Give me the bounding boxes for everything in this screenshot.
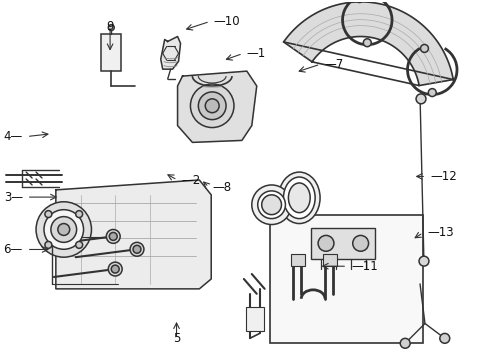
Circle shape (416, 94, 426, 104)
Circle shape (258, 191, 286, 219)
Ellipse shape (283, 177, 315, 219)
Text: 5: 5 (173, 332, 180, 345)
Circle shape (356, 0, 364, 3)
Circle shape (130, 242, 144, 256)
Circle shape (205, 99, 219, 113)
Text: 9: 9 (106, 19, 114, 33)
Polygon shape (284, 2, 453, 86)
Polygon shape (161, 36, 180, 69)
Circle shape (111, 265, 119, 273)
Text: 4—: 4— (3, 130, 23, 143)
Circle shape (108, 24, 114, 31)
Circle shape (262, 195, 281, 215)
Circle shape (420, 45, 428, 53)
Circle shape (419, 256, 429, 266)
Polygon shape (177, 71, 257, 143)
Circle shape (440, 333, 450, 343)
Text: 6—: 6— (3, 243, 23, 256)
Circle shape (318, 235, 334, 251)
Circle shape (108, 262, 122, 276)
Circle shape (75, 242, 83, 248)
Circle shape (133, 245, 141, 253)
Ellipse shape (278, 172, 320, 224)
Text: —8: —8 (213, 181, 232, 194)
Circle shape (51, 217, 76, 242)
Text: —7: —7 (324, 58, 343, 71)
Text: —10: —10 (214, 15, 241, 28)
Ellipse shape (289, 183, 310, 213)
Bar (311, 228, 375, 259)
Text: 3—: 3— (4, 190, 23, 204)
Bar (101, 33, 121, 71)
Text: —1: —1 (247, 47, 266, 60)
Circle shape (353, 235, 368, 251)
Circle shape (75, 211, 83, 217)
Text: —12: —12 (430, 170, 457, 183)
Circle shape (45, 211, 52, 217)
Polygon shape (56, 180, 211, 289)
Circle shape (44, 210, 84, 249)
Text: —11: —11 (351, 260, 378, 273)
Circle shape (45, 242, 52, 248)
Circle shape (106, 229, 120, 243)
Circle shape (364, 39, 371, 47)
Bar (270, 215, 423, 343)
Circle shape (191, 84, 234, 127)
Text: —13: —13 (427, 226, 454, 239)
Circle shape (400, 338, 410, 348)
Circle shape (428, 89, 436, 96)
Circle shape (36, 202, 92, 257)
Bar (292, 254, 305, 266)
Text: —2: —2 (181, 174, 200, 186)
Circle shape (58, 224, 70, 235)
Bar (323, 254, 337, 266)
Bar (246, 307, 264, 332)
Circle shape (198, 92, 226, 120)
Circle shape (252, 185, 292, 225)
Circle shape (109, 233, 117, 240)
